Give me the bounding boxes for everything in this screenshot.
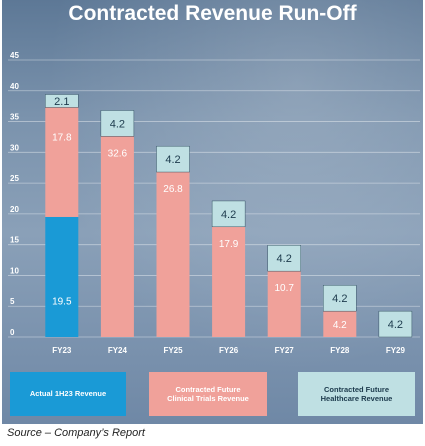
data-label: 10.7 (274, 283, 294, 294)
legend-clinical-trials-revenue: Contracted Future Clinical Trials Revenu… (149, 372, 267, 416)
data-label: 19.5 (52, 297, 72, 308)
y-tick-label: 30 (10, 143, 19, 152)
bar-segment (100, 110, 135, 137)
data-label: 4.2 (110, 118, 125, 130)
x-tick-label: FY24 (108, 346, 128, 355)
y-tick-label: 0 (10, 328, 15, 337)
data-label: 2.1 (54, 96, 69, 108)
bar-segment (323, 285, 357, 312)
y-tick-label: 45 (10, 51, 19, 60)
data-label: 4.2 (277, 253, 292, 265)
legend-healthcare-revenue: Contracted Future Healthcare Revenue (298, 372, 415, 416)
x-tick-label: FY27 (275, 346, 295, 355)
bar-segment (45, 94, 79, 108)
legend-actual-label: Actual 1H23 Revenue (29, 389, 107, 399)
x-tick-label: FY28 (330, 346, 350, 355)
x-tick-label: FY23 (52, 346, 72, 355)
y-tick-label: 25 (10, 174, 19, 183)
data-label: 4.2 (333, 320, 347, 331)
chart-panel: Contracted Revenue Run-Off 0 5 10 15 20 25 30 3… (2, 0, 423, 424)
bar-segment (45, 107, 79, 217)
data-label: 4.2 (332, 293, 347, 305)
y-tick-label: 40 (10, 82, 19, 91)
chart-title: Contracted Revenue Run-Off (68, 2, 357, 25)
x-tick-label: FY25 (163, 346, 183, 355)
bar-segment (156, 145, 190, 173)
y-tick-label: 15 (10, 236, 19, 245)
y-tick-label: 35 (10, 113, 19, 122)
legend-clinical-label: Contracted Future Clinical Trials Revenu… (167, 384, 249, 403)
data-label: 17.8 (52, 132, 72, 143)
bar-segment (267, 245, 301, 272)
y-tick-label: 5 (10, 297, 15, 306)
source-note: Source – Company’s Report (7, 427, 145, 439)
data-label: 4.2 (388, 319, 403, 331)
bar-segment (100, 136, 134, 337)
data-label: 4.2 (221, 209, 236, 221)
data-label: 26.8 (163, 184, 183, 195)
bar-segment (267, 271, 301, 337)
x-tick-label: FY29 (386, 346, 406, 355)
y-tick-label: 10 (10, 266, 19, 275)
bar-segment (323, 311, 357, 337)
data-label: 17.9 (219, 239, 239, 250)
y-tick-label: 20 (10, 205, 19, 214)
bar-segment (378, 310, 413, 338)
bar-segment (45, 216, 79, 337)
data-label: 4.2 (165, 154, 180, 166)
data-label: 32.6 (108, 148, 128, 159)
bar-segment (156, 172, 190, 337)
bar-segment (211, 200, 246, 228)
bar-segment (212, 226, 246, 337)
legend-healthcare-label: Contracted Future Healthcare Revenue (320, 384, 393, 403)
x-tick-label: FY26 (219, 346, 239, 355)
chart-plot: 0 5 10 15 20 25 30 35 40 45 19.5 17.8 2.1 FY23 32.6 4.2… (8, 51, 420, 355)
legend-actual-revenue: Actual 1H23 Revenue (10, 372, 126, 416)
